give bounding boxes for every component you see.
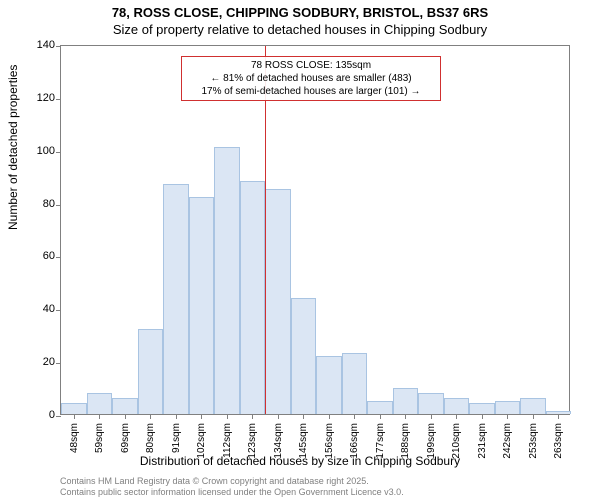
x-tick — [201, 414, 202, 419]
x-tick — [74, 414, 75, 419]
marker-line — [265, 46, 266, 414]
x-tick — [99, 414, 100, 419]
x-tick — [150, 414, 151, 419]
x-tick-label: 134sqm — [273, 423, 284, 463]
histogram-bar — [316, 356, 342, 414]
y-tick — [56, 205, 61, 206]
histogram-bar — [61, 403, 87, 414]
y-tick — [56, 257, 61, 258]
histogram-bar — [342, 353, 368, 414]
y-tick-label: 0 — [49, 409, 55, 421]
x-tick — [329, 414, 330, 419]
histogram-bar — [87, 393, 113, 414]
histogram-bar — [495, 401, 521, 414]
x-tick-label: 80sqm — [145, 423, 156, 463]
x-tick — [354, 414, 355, 419]
x-tick-label: 112sqm — [222, 423, 233, 463]
x-tick — [176, 414, 177, 419]
annotation-line-1: ← 81% of detached houses are smaller (48… — [188, 72, 434, 85]
y-tick — [56, 310, 61, 311]
histogram-bar — [112, 398, 138, 414]
annotation-box: 78 ROSS CLOSE: 135sqm← 81% of detached h… — [181, 56, 441, 101]
y-tick — [56, 46, 61, 47]
x-tick-label: 188sqm — [400, 423, 411, 463]
y-tick — [56, 99, 61, 100]
histogram-bar — [214, 147, 240, 414]
y-tick-label: 60 — [43, 250, 55, 262]
x-tick-label: 69sqm — [120, 423, 131, 463]
x-tick — [558, 414, 559, 419]
x-tick — [533, 414, 534, 419]
x-tick-label: 231sqm — [477, 423, 488, 463]
histogram-bar — [163, 184, 189, 414]
histogram-bar — [444, 398, 470, 414]
x-tick — [507, 414, 508, 419]
chart-title-description: Size of property relative to detached ho… — [0, 22, 600, 37]
y-tick — [56, 363, 61, 364]
x-tick — [431, 414, 432, 419]
x-tick — [482, 414, 483, 419]
plot-area: 78 ROSS CLOSE: 135sqm← 81% of detached h… — [60, 45, 570, 415]
histogram-bar — [520, 398, 546, 414]
x-tick-label: 48sqm — [69, 423, 80, 463]
x-tick — [380, 414, 381, 419]
x-tick — [125, 414, 126, 419]
annotation-line-0: 78 ROSS CLOSE: 135sqm — [188, 59, 434, 72]
y-tick — [56, 416, 61, 417]
x-tick-label: 123sqm — [247, 423, 258, 463]
x-tick-label: 145sqm — [298, 423, 309, 463]
x-tick-label: 199sqm — [426, 423, 437, 463]
histogram-bar — [291, 298, 317, 414]
y-tick-label: 40 — [43, 303, 55, 315]
histogram-bar — [469, 403, 495, 414]
x-tick — [227, 414, 228, 419]
x-tick — [303, 414, 304, 419]
x-tick — [456, 414, 457, 419]
x-tick — [278, 414, 279, 419]
x-tick-label: 59sqm — [94, 423, 105, 463]
x-tick — [252, 414, 253, 419]
x-tick-label: 91sqm — [171, 423, 182, 463]
y-tick-label: 80 — [43, 198, 55, 210]
x-tick — [405, 414, 406, 419]
x-tick-label: 242sqm — [502, 423, 513, 463]
footer-copyright: Contains HM Land Registry data © Crown c… — [60, 476, 369, 486]
histogram-bar — [189, 197, 215, 414]
x-tick-label: 177sqm — [375, 423, 386, 463]
chart-title-address: 78, ROSS CLOSE, CHIPPING SODBURY, BRISTO… — [0, 5, 600, 20]
x-tick-label: 253sqm — [528, 423, 539, 463]
histogram-bar — [265, 189, 291, 414]
histogram-bar — [138, 329, 164, 414]
x-tick-label: 263sqm — [553, 423, 564, 463]
histogram-bar — [393, 388, 419, 414]
y-tick-label: 120 — [37, 92, 55, 104]
y-tick-label: 140 — [37, 39, 55, 51]
y-tick-label: 20 — [43, 356, 55, 368]
footer-licence: Contains public sector information licen… — [60, 487, 404, 497]
y-tick-label: 100 — [37, 145, 55, 157]
x-tick-label: 166sqm — [349, 423, 360, 463]
annotation-line-2: 17% of semi-detached houses are larger (… — [188, 85, 434, 98]
histogram-bar — [240, 181, 266, 414]
histogram-bar — [418, 393, 444, 414]
histogram-bar — [367, 401, 393, 414]
x-tick-label: 156sqm — [324, 423, 335, 463]
x-tick-label: 102sqm — [196, 423, 207, 463]
x-tick-label: 210sqm — [451, 423, 462, 463]
y-axis-label: Number of detached properties — [6, 65, 20, 230]
y-tick — [56, 152, 61, 153]
